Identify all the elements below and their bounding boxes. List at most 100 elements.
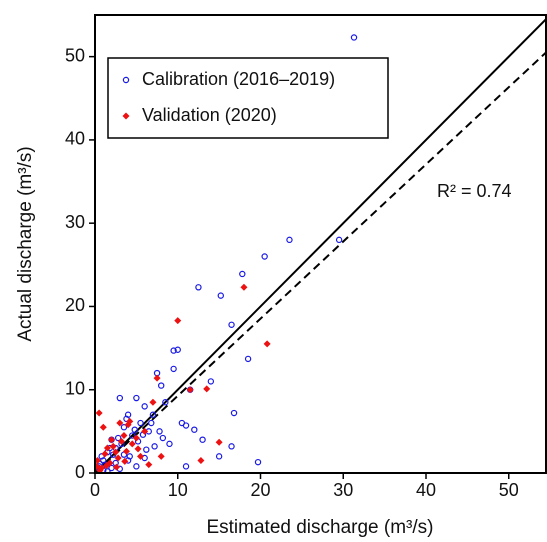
calibration-point: [228, 321, 235, 328]
calibration-point: [131, 426, 138, 433]
calibration-point: [114, 434, 122, 442]
calibration-point: [166, 440, 173, 448]
validation-point: [126, 417, 134, 425]
y-tick-label: 30: [65, 212, 85, 232]
calibration-point: [148, 419, 155, 427]
x-tick-label: 20: [250, 480, 270, 500]
validation-point: [134, 445, 142, 453]
x-tick-label: 30: [333, 480, 353, 500]
plot-frame: [94, 14, 547, 474]
legend-label: Validation (2020): [142, 105, 277, 125]
validation-point: [96, 467, 104, 473]
validation-point: [122, 447, 130, 455]
annotation: R² = 0.74: [437, 181, 512, 201]
calibration-point: [207, 378, 215, 385]
calibration-point: [199, 436, 206, 443]
plot-area: [95, 18, 546, 473]
y-tick-label: 20: [65, 295, 85, 315]
x-tick-label: 50: [499, 480, 519, 500]
calibration-point: [178, 419, 186, 427]
calibration-point: [156, 428, 163, 435]
calibration-point: [182, 463, 190, 470]
reference-line: [95, 18, 546, 473]
validation-point: [141, 427, 149, 435]
calibration-point: [228, 443, 235, 450]
calibration-point: [151, 443, 158, 450]
calibration-point: [133, 394, 140, 402]
y-tick-label: 0: [75, 462, 85, 482]
x-tick-label: 10: [168, 480, 188, 500]
validation-point: [113, 463, 121, 471]
validation-point: [121, 457, 129, 465]
calibration-point: [244, 355, 252, 363]
calibration-point: [239, 270, 246, 278]
calibration-point: [230, 409, 238, 417]
calibration-point: [335, 236, 343, 244]
validation-point: [95, 462, 101, 470]
calibration-point: [191, 426, 198, 433]
validation-point: [263, 340, 271, 348]
x-tick-label: 40: [416, 480, 436, 500]
validation-point: [101, 450, 109, 458]
validation-point: [95, 409, 103, 417]
calibration-point: [170, 347, 177, 354]
calibration-point: [215, 453, 223, 460]
validation-point: [240, 283, 248, 291]
validation-point: [215, 438, 223, 446]
calibration-point: [195, 284, 202, 291]
calibration-point: [174, 346, 181, 353]
y-tick-label: 40: [65, 129, 85, 149]
calibration-point: [143, 446, 150, 453]
calibration-point: [286, 236, 293, 244]
calibration-point: [133, 463, 140, 470]
validation-point: [157, 452, 165, 460]
calibration-point: [116, 394, 124, 402]
calibration-point: [120, 424, 128, 431]
y-tick-label: 10: [65, 378, 85, 398]
validation-point: [114, 454, 122, 462]
calibration-point: [254, 458, 262, 466]
calibration-point: [158, 382, 165, 389]
validation-point: [197, 457, 205, 465]
calibration-point: [141, 403, 148, 410]
validation-point: [128, 440, 136, 448]
validation-point: [132, 434, 140, 442]
validation-point: [120, 432, 128, 440]
calibration-point: [261, 253, 268, 260]
x-tick-label: 0: [90, 480, 100, 500]
reference-line: [95, 51, 546, 473]
x-axis-label: Estimated discharge (m³/s): [206, 517, 433, 538]
calibration-point: [170, 365, 177, 373]
validation-point: [112, 448, 120, 456]
calibration-point: [149, 411, 157, 418]
legend-marker: [122, 112, 130, 120]
validation-point: [153, 374, 161, 382]
validation-point: [137, 452, 145, 460]
validation-point: [108, 436, 116, 444]
calibration-point: [137, 419, 144, 427]
validation-point: [116, 419, 124, 427]
validation-point: [109, 442, 117, 450]
validation-point: [149, 398, 157, 406]
validation-point: [95, 457, 101, 465]
calibration-point: [129, 432, 136, 439]
validation-point: [186, 386, 194, 394]
validation-point: [103, 444, 111, 452]
validation-point: [103, 462, 111, 470]
y-axis-label: Actual discharge (m³/s): [15, 146, 36, 341]
calibration-point: [350, 34, 358, 41]
calibration-point: [159, 434, 167, 442]
calibration-point: [162, 399, 169, 406]
calibration-point: [217, 292, 224, 299]
legend-marker: [122, 76, 130, 84]
legend-label: Calibration (2016–2019): [142, 69, 335, 89]
legend-box: [107, 57, 389, 139]
calibration-point: [104, 468, 111, 473]
validation-point: [203, 385, 211, 393]
validation-point: [145, 461, 153, 469]
validation-point: [174, 317, 182, 325]
validation-point: [99, 423, 107, 431]
validation-point: [117, 437, 125, 445]
y-tick-label: 50: [65, 45, 85, 65]
